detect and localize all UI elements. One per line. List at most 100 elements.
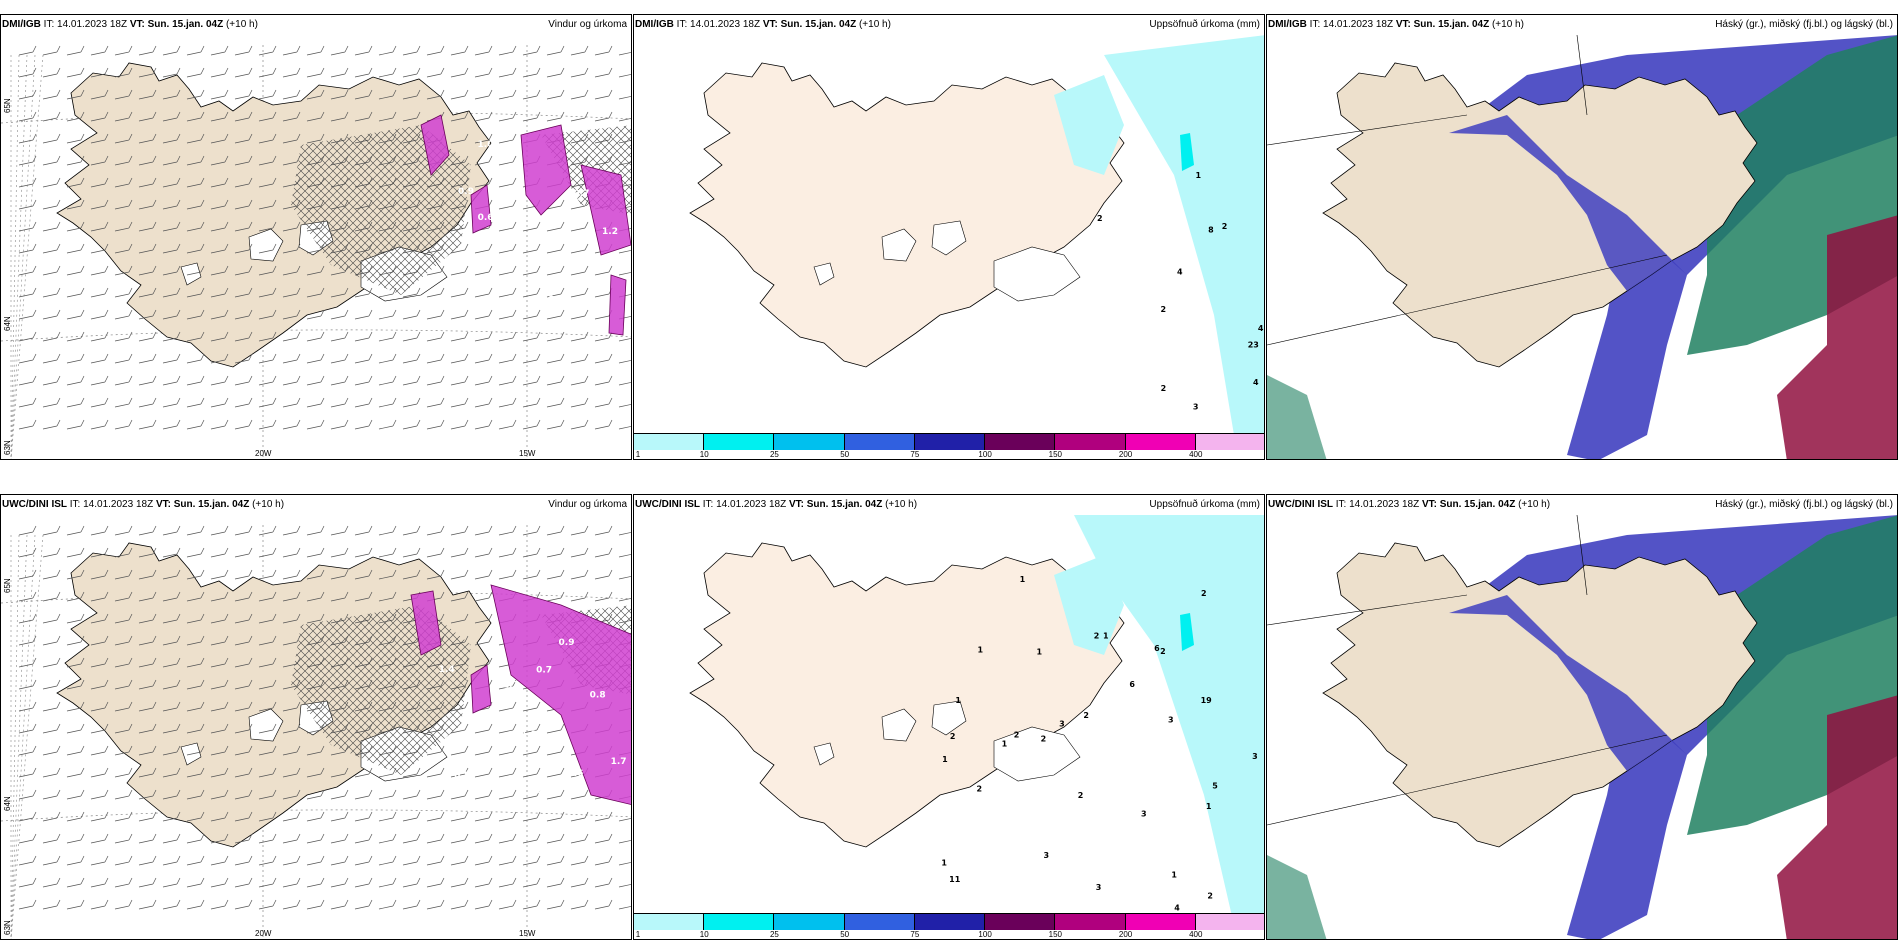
wind-barb [18,635,37,646]
precip-value-label: 2.2 [503,681,519,691]
wind-precip-map: 0.7 1.4 0.8 0.9 0.7 1.0 1.3 1.7 0.8 2.2 1.4 0.4 0.6 [1,525,631,939]
wind-barb [330,111,349,122]
wind-barb [186,45,205,56]
wind-barb [234,745,253,756]
parallel-line [1,809,631,822]
wind-barb [42,569,61,580]
wind-barb [234,767,253,778]
wind-barb [90,45,109,56]
lead-time: (+10 h) [856,19,891,30]
wind-barb [66,679,85,690]
wind-barb [258,745,277,756]
wind-barb [378,569,397,580]
accum-value-label: 3 [1193,403,1199,412]
wind-barb [66,723,85,734]
wind-barb [426,89,445,100]
wind-barb [186,287,205,298]
wind-barb [618,554,631,558]
wind-barb [450,767,469,778]
precip-area [410,590,442,656]
panel-title: Háský (gr.), miðský (fj.bl.) og lágský (… [1715,19,1893,30]
wind-barb [282,309,301,320]
colorbar-swatch [844,434,915,450]
wind-barb [498,133,517,144]
wind-barb [426,745,445,756]
wind-barb [354,111,373,122]
wind-barb [522,525,541,536]
wind-barb [282,855,301,866]
wind-barb [474,397,493,408]
snow-hatch-area [291,125,471,295]
wind-barb [18,745,37,756]
wind-barb [138,199,157,210]
precip-shading-medium [1180,133,1194,171]
wind-barb [42,89,61,100]
wind-barb [138,419,157,430]
wind-barb [114,177,133,188]
wind-barb [258,177,277,188]
wind-barb [162,221,181,232]
wind-barb [546,833,565,844]
valid-time: VT: Sun. 15.jan. 04Z [762,19,857,30]
wind-barb [90,177,109,188]
wind-barb [378,89,397,100]
wind-barb [186,67,205,78]
precip-value-label: 1.3 [521,730,537,740]
wind-barb [474,569,493,580]
wind-barb [42,353,61,364]
wind-barb [210,177,229,188]
wind-barb [42,789,61,800]
precip-value-label: 0.9 [458,187,474,197]
wind-barb [138,679,157,690]
graticule-line [1267,734,1668,826]
wind-barb [186,89,205,100]
wind-barb [18,657,37,668]
wind-barb [330,789,349,800]
accum-value-label: 6 [1154,644,1160,653]
wind-barb [210,569,229,580]
wind-barb [234,811,253,822]
wind-barb [186,353,205,364]
wind-barb [66,767,85,778]
wind-barb [306,111,325,122]
wind-barb [498,199,517,210]
wind-barb [258,89,277,100]
colorbar-tick-label: 200 [1118,930,1133,939]
wind-barb [66,353,85,364]
wind-barb [18,855,37,866]
accum-value-label: 1 [1002,740,1008,749]
meridian-line [10,534,28,939]
precip-value-label: 1.4 [536,800,552,810]
wind-barb [234,199,253,210]
wind-barb [42,877,61,888]
precip-area [470,664,492,714]
wind-barb [594,811,613,822]
accum-value-label: 8 [1208,226,1214,235]
wind-barb [306,265,325,276]
wind-barb [282,613,301,624]
wind-barb [594,525,613,536]
model-name: UWC/DINI ISL [2,499,67,510]
wind-barb [402,419,421,430]
wind-barb [138,635,157,646]
wind-barb [306,67,325,78]
wind-barb [138,877,157,888]
cloud-cover-map [1267,514,1897,939]
valid-time: VT: Sun. 15.jan. 04Z [1421,499,1516,510]
wind-barb [186,701,205,712]
map-panel-cloud: DMI/IGB IT: 14.01.2023 18Z VT: Sun. 15.j… [1266,14,1898,460]
wind-barb [258,155,277,166]
wind-barb [594,547,613,558]
wind-barb [378,45,397,56]
wind-barb [18,613,37,624]
wind-barb [546,45,565,56]
wind-barb [258,679,277,690]
panel-title: Uppsöfnuð úrkoma (mm) [1149,499,1260,510]
wind-barb [114,397,133,408]
wind-barb [354,353,373,364]
iceland-land [689,62,1125,368]
low-cloud-area [1777,215,1897,459]
wind-barb [90,111,109,122]
wind-barb [330,309,349,320]
wind-barb [330,899,349,910]
